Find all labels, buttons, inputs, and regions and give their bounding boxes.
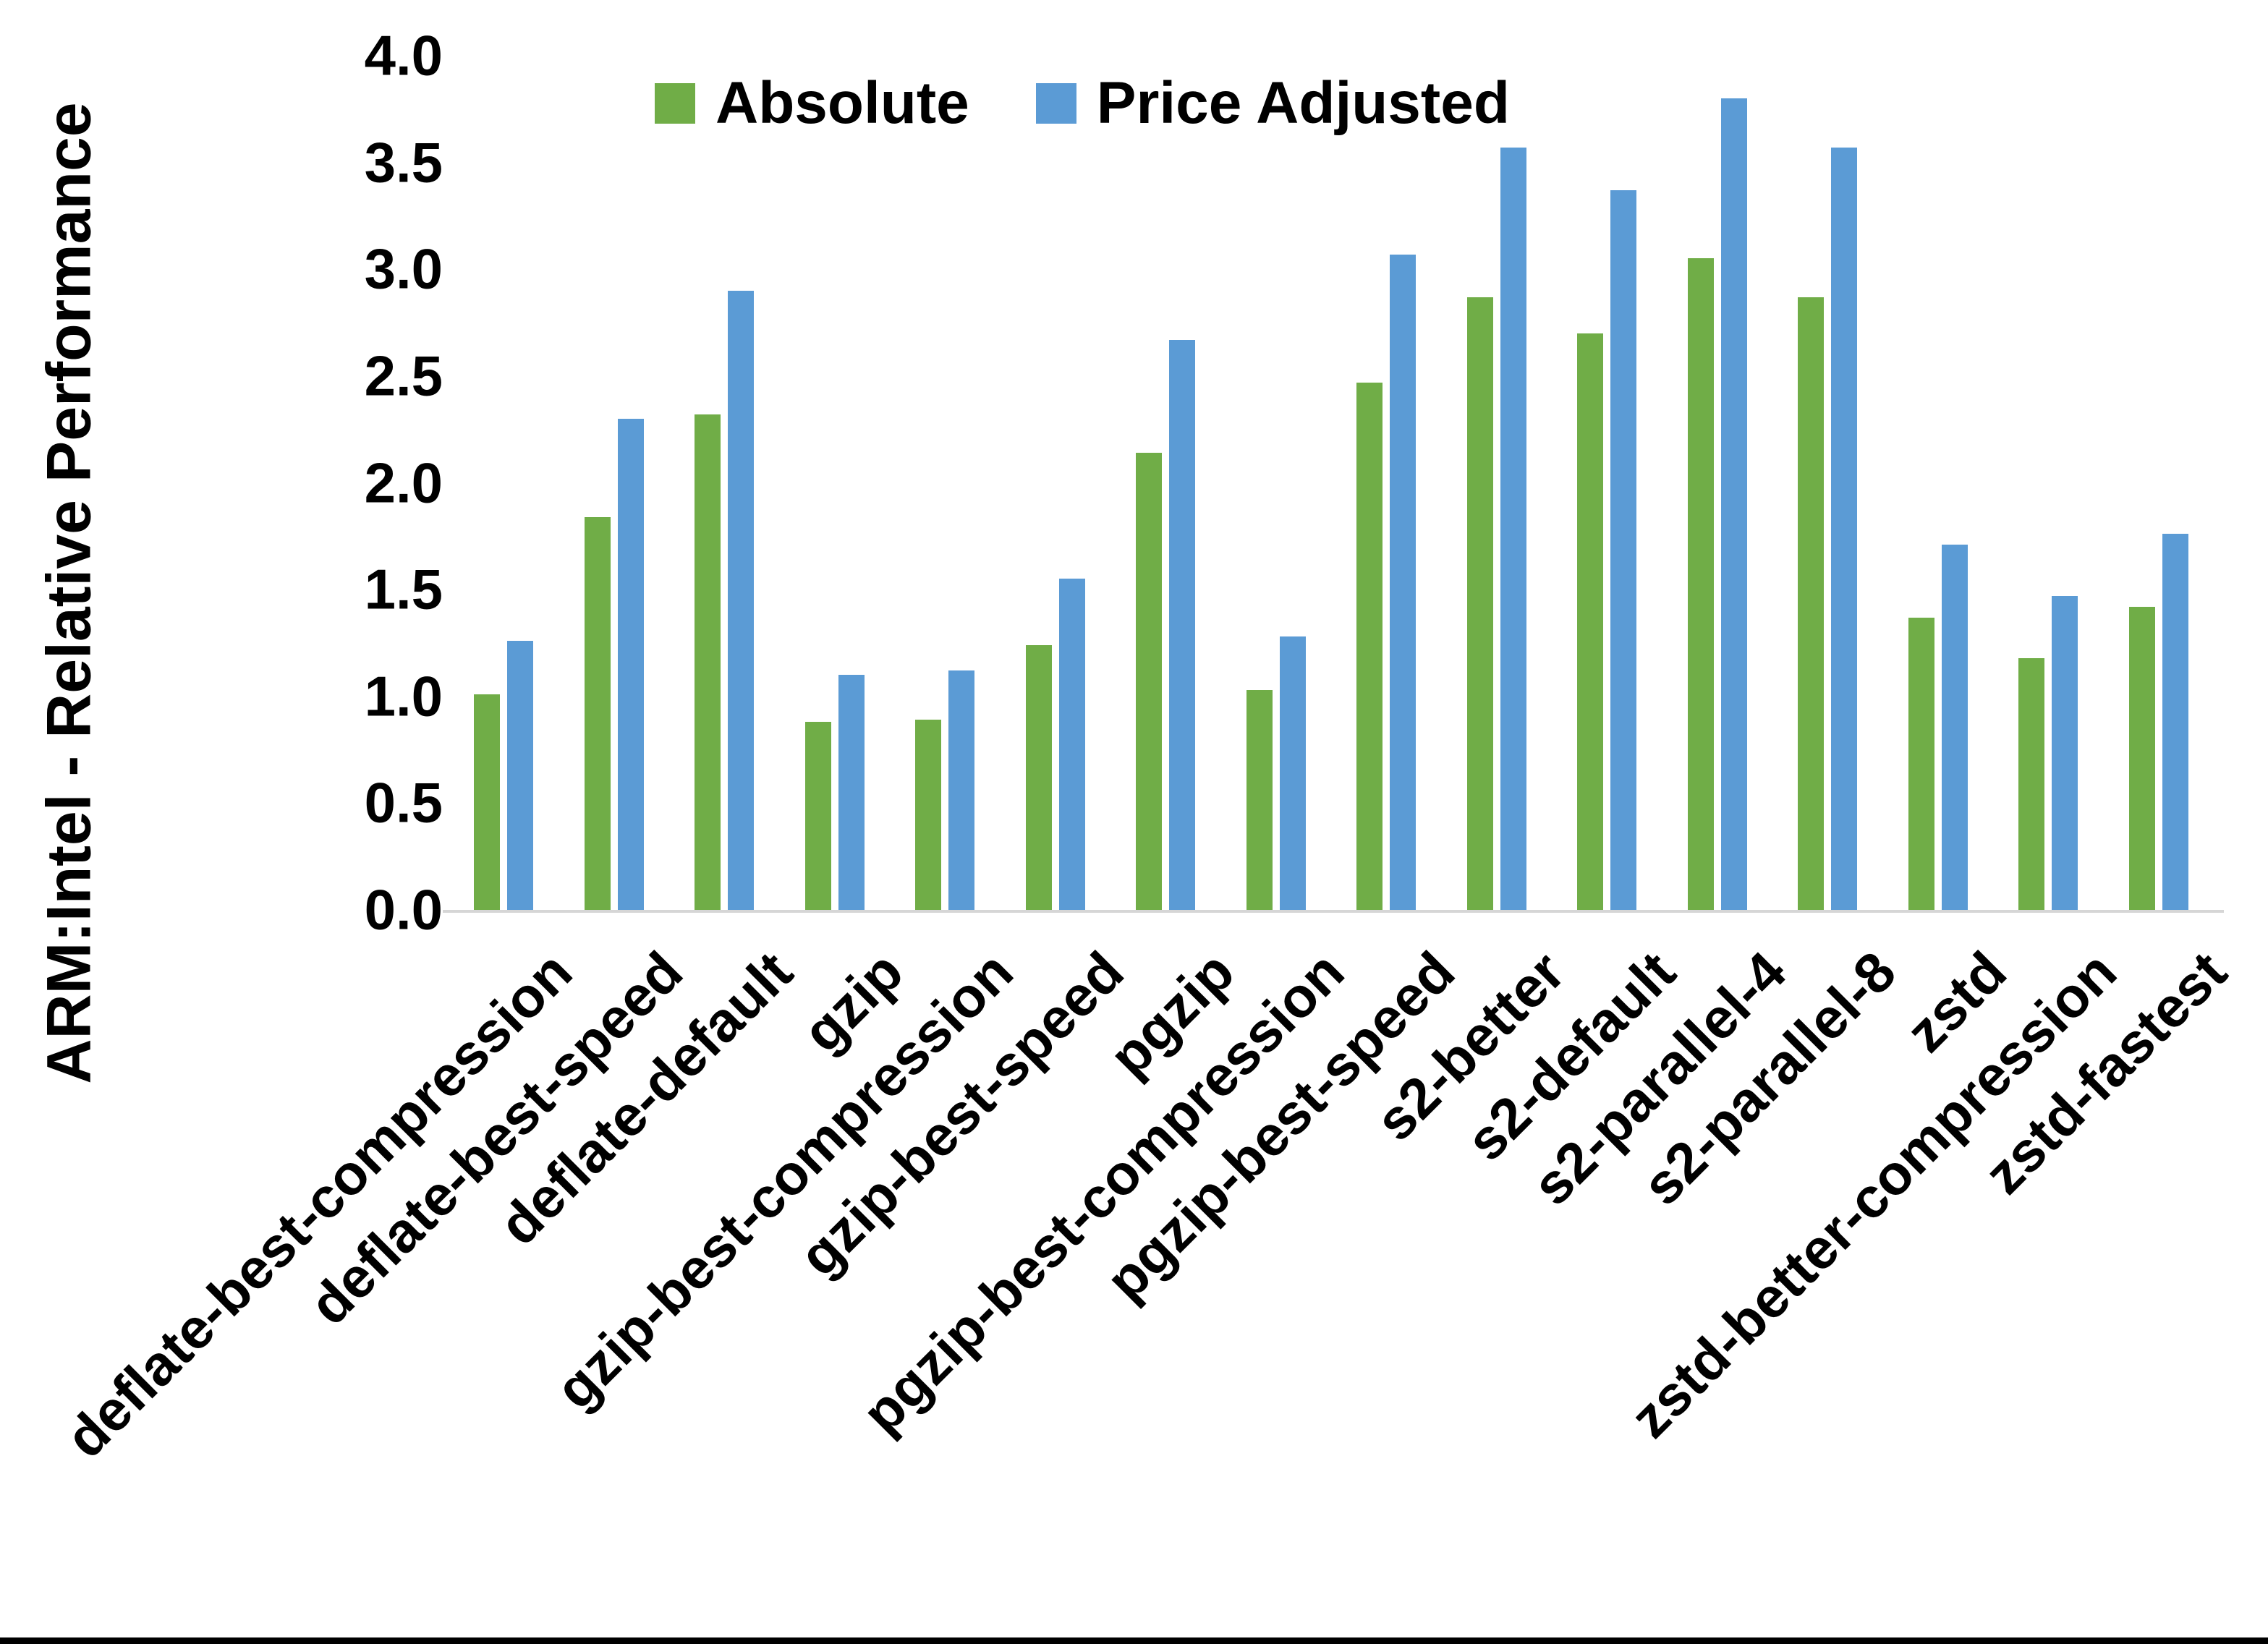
y-tick-label-0.5: 0.5 [364, 770, 443, 835]
bar-absolute-zstd [1908, 618, 1934, 910]
bar-price-adjusted-pgzip-best-compression [1280, 636, 1306, 910]
bar-absolute-gzip [805, 722, 831, 910]
legend-swatch-absolute [655, 83, 695, 124]
bar-absolute-pgzip-best-speed [1356, 383, 1383, 910]
y-tick-label-3.5: 3.5 [364, 130, 443, 195]
y-tick-label-1.0: 1.0 [364, 664, 443, 728]
bottom-border [0, 1637, 2268, 1644]
bar-price-adjusted-s2-better [1500, 148, 1526, 910]
legend-label-price-adjusted: Price Adjusted [1096, 70, 1510, 136]
bar-price-adjusted-deflate-best-speed [618, 419, 644, 910]
legend-item-price-adjusted: Price Adjusted [1035, 69, 1510, 137]
bar-absolute-s2-better [1467, 297, 1493, 910]
y-tick-label-2.5: 2.5 [364, 344, 443, 408]
bar-price-adjusted-gzip [838, 675, 865, 910]
bar-absolute-zstd-fastest [2129, 607, 2155, 910]
bar-absolute-s2-default [1577, 333, 1603, 910]
bar-price-adjusted-s2-parallel-8 [1831, 148, 1857, 910]
legend-swatch-price-adjusted [1035, 83, 1076, 124]
bar-price-adjusted-pgzip [1169, 340, 1195, 910]
bar-absolute-deflate-best-compression [474, 694, 500, 910]
bar-price-adjusted-zstd [1942, 545, 1968, 910]
bar-absolute-deflate-best-speed [585, 517, 611, 910]
bar-absolute-pgzip [1136, 453, 1162, 910]
y-tick-label-0.0: 0.0 [364, 877, 443, 942]
bar-price-adjusted-s2-default [1610, 190, 1636, 910]
bar-price-adjusted-zstd-fastest [2162, 534, 2188, 910]
bar-price-adjusted-deflate-best-compression [507, 641, 533, 910]
bar-price-adjusted-deflate-default [728, 291, 754, 910]
legend-label-absolute: Absolute [715, 70, 969, 136]
y-tick-label-1.5: 1.5 [364, 557, 443, 621]
bar-price-adjusted-s2-parallel-4 [1721, 98, 1747, 910]
y-tick-label-3.0: 3.0 [364, 237, 443, 301]
legend-item-absolute: Absolute [655, 69, 969, 137]
bar-price-adjusted-zstd-better-compression [2052, 596, 2078, 910]
bar-absolute-s2-parallel-4 [1688, 258, 1714, 910]
y-tick-label-2.0: 2.0 [364, 451, 443, 514]
bar-absolute-deflate-default [695, 414, 721, 910]
bar-price-adjusted-pgzip-best-speed [1390, 255, 1416, 910]
bar-absolute-gzip-best-compression [915, 720, 941, 910]
legend: Absolute Price Adjusted [655, 69, 1510, 137]
bar-absolute-zstd-better-compression [2018, 658, 2044, 910]
bar-absolute-gzip-best-speed [1026, 645, 1052, 910]
bar-absolute-s2-parallel-8 [1798, 297, 1824, 910]
bar-price-adjusted-gzip-best-speed [1059, 579, 1085, 910]
bar-price-adjusted-gzip-best-compression [948, 670, 974, 910]
x-axis-line [443, 910, 2224, 913]
y-tick-label-4.0: 4.0 [364, 23, 443, 88]
bar-absolute-pgzip-best-compression [1246, 690, 1273, 910]
